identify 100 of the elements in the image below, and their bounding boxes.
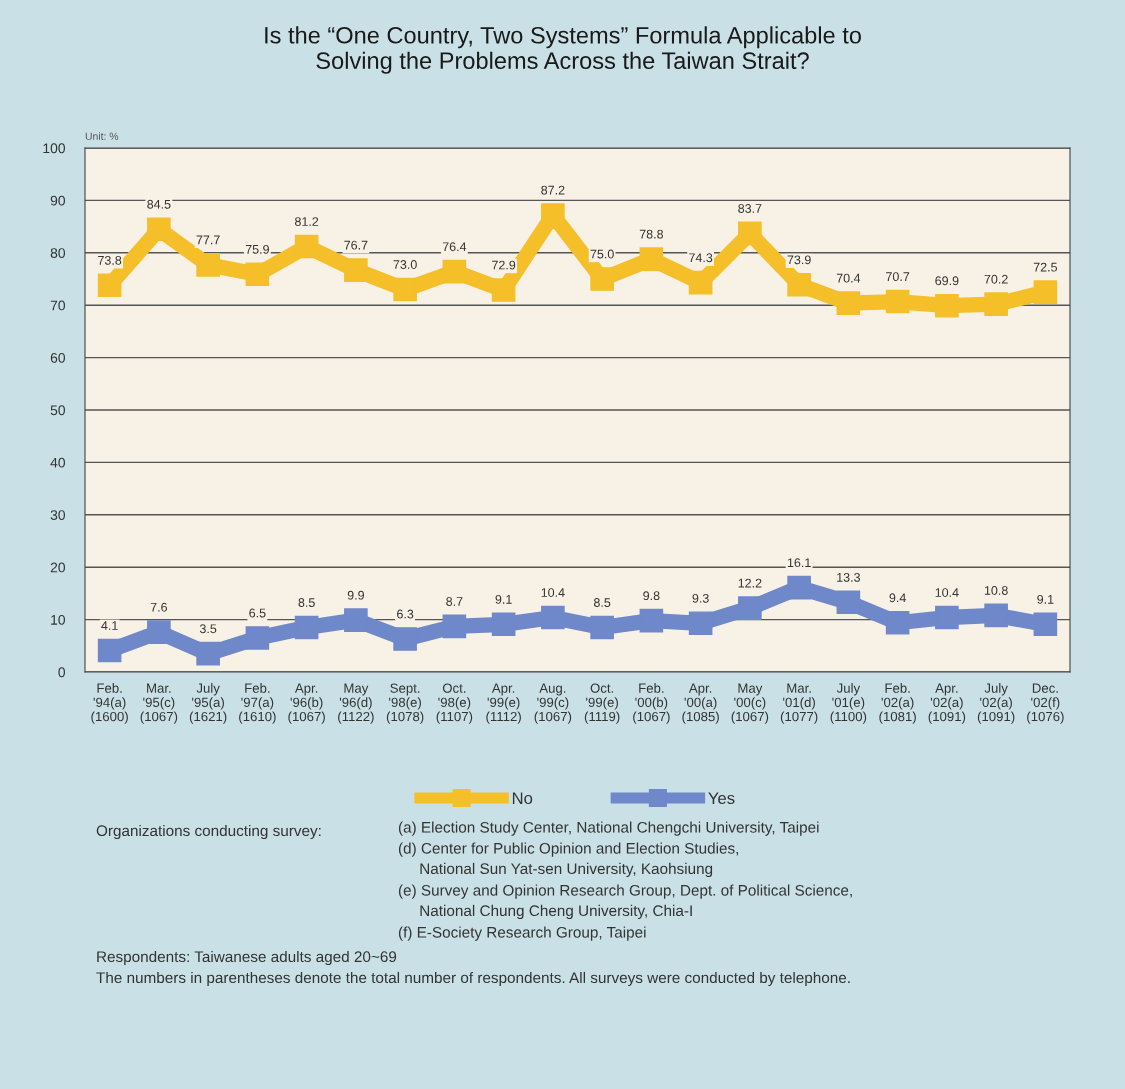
data-label: 16.1 bbox=[787, 558, 811, 568]
x-tick-label: July '01(e) (1100) bbox=[830, 683, 867, 724]
point bbox=[738, 596, 762, 620]
point bbox=[836, 291, 861, 315]
data-label: 9.9 bbox=[347, 590, 364, 600]
x-tick-label: May '00(c) (1067) bbox=[731, 683, 769, 724]
point bbox=[245, 262, 270, 287]
x-tick-label: Oct. '98(e) (1107) bbox=[436, 683, 473, 724]
text: (d) Center for Public Opinion and Election Studies, National Sun Yat-sen University, Kaohsiung bbox=[398, 842, 739, 878]
point bbox=[491, 278, 516, 302]
data-label: 8.5 bbox=[298, 598, 315, 607]
data-label: 12.2 bbox=[738, 578, 762, 588]
y-tick-label: 50 bbox=[50, 405, 66, 416]
x-tick-label: Apr. '99(e) (1112) bbox=[486, 683, 521, 724]
data-label: 70.4 bbox=[836, 273, 861, 283]
data-label: 73.8 bbox=[98, 255, 122, 265]
point bbox=[836, 590, 861, 615]
point bbox=[885, 610, 910, 635]
data-label: 9.1 bbox=[495, 594, 512, 604]
data-label: 8.7 bbox=[446, 597, 463, 606]
point bbox=[491, 612, 516, 637]
x-tick-label: Apr. '02(a) (1091) bbox=[928, 683, 966, 724]
point bbox=[344, 608, 368, 632]
x-tick-label: Mar. '95(c) (1067) bbox=[140, 683, 178, 724]
y-tick-label: 90 bbox=[50, 195, 66, 206]
point bbox=[442, 259, 467, 284]
point bbox=[294, 234, 319, 259]
x-tick-label: Feb. '00(b) (1067) bbox=[633, 683, 670, 724]
data-label: 9.8 bbox=[643, 591, 660, 601]
legend-label: Yes bbox=[708, 792, 735, 805]
y-tick-label: 70 bbox=[50, 300, 66, 311]
text: The numbers in parentheses denote the total number of respondents. All surveys were conducted by telephone. bbox=[96, 971, 850, 987]
point bbox=[393, 627, 417, 651]
y-tick-label: 100 bbox=[43, 143, 66, 154]
x-tick-label: Feb. '97(a) (1610) bbox=[239, 683, 276, 724]
point bbox=[97, 273, 122, 298]
x-tick-label: July '02(a) (1091) bbox=[977, 683, 1015, 724]
point bbox=[147, 620, 171, 644]
data-label: 75.0 bbox=[590, 249, 614, 259]
data-label: 3.5 bbox=[199, 624, 217, 634]
point bbox=[935, 605, 959, 630]
x-tick-label: Apr. '96(b) (1067) bbox=[288, 683, 325, 724]
point bbox=[935, 293, 959, 318]
data-label: 8.5 bbox=[593, 598, 611, 607]
data-label: 10.8 bbox=[984, 586, 1008, 595]
x-tick-label: Apr. '00(a) (1085) bbox=[682, 683, 719, 724]
data-label: 75.9 bbox=[245, 244, 269, 254]
x-tick-label: Feb. '02(a) (1081) bbox=[879, 683, 916, 724]
point bbox=[984, 603, 1008, 628]
y-tick-label: 80 bbox=[50, 248, 66, 258]
data-label: 73.0 bbox=[393, 260, 417, 269]
y-tick-label: 60 bbox=[50, 352, 66, 363]
data-label: 73.9 bbox=[787, 255, 811, 265]
point bbox=[393, 277, 417, 302]
data-label: 84.5 bbox=[147, 199, 171, 209]
point bbox=[590, 267, 614, 291]
point bbox=[787, 272, 811, 297]
text: Respondents: Taiwanese adults aged 20~69 bbox=[97, 950, 397, 966]
data-label: 6.5 bbox=[249, 608, 266, 618]
data-label: 7.6 bbox=[150, 602, 168, 612]
data-label: 69.9 bbox=[935, 276, 959, 286]
data-label: 83.7 bbox=[738, 204, 762, 213]
point bbox=[885, 289, 910, 314]
point bbox=[245, 626, 270, 650]
data-label: 9.3 bbox=[692, 593, 709, 603]
x-tick-label: Dec. '02(f) (1076) bbox=[1027, 683, 1064, 724]
data-label: 10.4 bbox=[541, 588, 565, 597]
text: Unit: % bbox=[85, 132, 119, 140]
point bbox=[541, 605, 565, 630]
chart-title: Is the “One Country, Two Systems” Formula Applicable to Solving the Problems Across the Taiwan Strait? bbox=[265, 26, 861, 74]
point bbox=[442, 614, 467, 639]
x-tick-label: Oct. '99(e) (1119) bbox=[584, 683, 620, 724]
point bbox=[984, 292, 1008, 316]
point bbox=[1033, 280, 1058, 304]
data-label: 10.4 bbox=[935, 588, 959, 597]
data-label: 74.3 bbox=[689, 253, 713, 263]
y-tick-label: 10 bbox=[51, 614, 66, 625]
x-tick-label: Mar. '01(d) (1077) bbox=[780, 683, 818, 724]
point bbox=[639, 247, 664, 271]
data-label: 72.5 bbox=[1033, 262, 1058, 272]
x-tick-label: July '95(a) (1621) bbox=[189, 683, 227, 724]
data-label: 70.2 bbox=[984, 274, 1008, 284]
text: (e) Survey and Opinion Research Group, Dept. of Political Science, National Chung Cheng University, Chia-I bbox=[398, 884, 852, 920]
y-tick-label: 20 bbox=[50, 562, 66, 573]
data-label: 87.2 bbox=[541, 185, 565, 195]
data-label: 9.4 bbox=[889, 593, 906, 603]
point bbox=[294, 615, 319, 640]
x-tick-label: May '96(d) (1122) bbox=[338, 683, 374, 724]
point bbox=[147, 217, 171, 242]
data-label: 81.2 bbox=[295, 217, 319, 226]
point bbox=[97, 638, 122, 663]
point bbox=[688, 611, 713, 636]
data-label: 76.4 bbox=[442, 242, 467, 252]
data-label: 4.1 bbox=[101, 621, 118, 630]
point bbox=[688, 270, 713, 295]
text: Organizations conducting survey: bbox=[96, 824, 321, 840]
text: (f) E-Society Research Group, Taipei bbox=[398, 926, 646, 941]
point bbox=[196, 641, 220, 666]
x-tick-label: Feb. '94(a) (1600) bbox=[91, 683, 128, 724]
point bbox=[639, 608, 664, 633]
